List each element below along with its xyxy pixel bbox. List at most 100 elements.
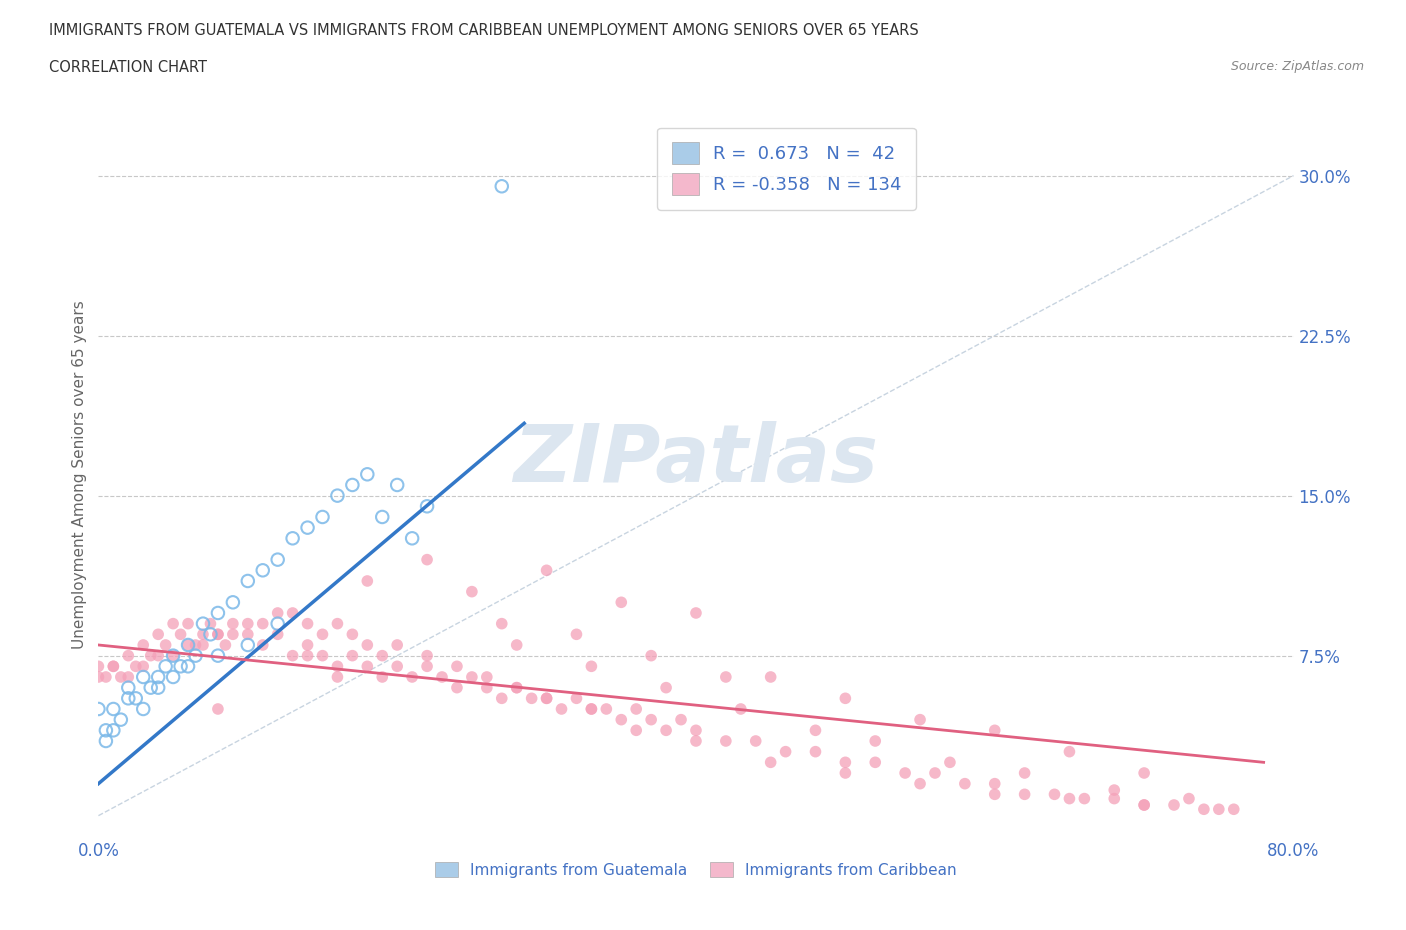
Point xyxy=(94,723,117,737)
Point xyxy=(207,605,229,620)
Point xyxy=(520,691,543,706)
Point xyxy=(759,670,782,684)
Point xyxy=(125,691,148,706)
Point xyxy=(416,658,439,673)
Point xyxy=(385,477,409,492)
Point xyxy=(834,755,856,770)
Point xyxy=(117,691,139,706)
Point xyxy=(1208,802,1230,817)
Point xyxy=(326,658,349,673)
Point xyxy=(385,658,409,673)
Point xyxy=(506,680,529,695)
Legend: Immigrants from Guatemala, Immigrants from Caribbean: Immigrants from Guatemala, Immigrants fr… xyxy=(429,856,963,884)
Point xyxy=(475,670,498,684)
Point xyxy=(207,701,229,716)
Point xyxy=(745,734,768,749)
Point xyxy=(491,617,513,631)
Point xyxy=(177,617,200,631)
Point xyxy=(87,658,110,673)
Point xyxy=(669,712,692,727)
Point xyxy=(326,488,349,503)
Point xyxy=(162,617,184,631)
Point xyxy=(117,670,139,684)
Point xyxy=(371,648,394,663)
Point xyxy=(1014,787,1036,802)
Point xyxy=(461,670,484,684)
Point xyxy=(267,605,290,620)
Point xyxy=(162,648,184,663)
Point xyxy=(401,531,423,546)
Point xyxy=(1073,791,1095,806)
Point xyxy=(924,765,946,780)
Point xyxy=(506,638,529,653)
Point xyxy=(714,670,737,684)
Point xyxy=(207,627,229,642)
Point xyxy=(655,723,678,737)
Point xyxy=(1178,791,1201,806)
Point xyxy=(506,680,529,695)
Y-axis label: Unemployment Among Seniors over 65 years: Unemployment Among Seniors over 65 years xyxy=(72,300,87,649)
Point xyxy=(297,638,319,653)
Point xyxy=(236,574,259,589)
Point xyxy=(581,701,603,716)
Point xyxy=(311,648,333,663)
Point xyxy=(297,520,319,535)
Point xyxy=(536,691,558,706)
Point xyxy=(894,765,917,780)
Point xyxy=(297,617,319,631)
Point xyxy=(1104,783,1126,798)
Point xyxy=(207,648,229,663)
Point xyxy=(491,691,513,706)
Point xyxy=(214,638,236,653)
Point xyxy=(326,670,349,684)
Point xyxy=(685,605,707,620)
Point xyxy=(356,658,378,673)
Point xyxy=(953,777,976,791)
Point xyxy=(148,680,170,695)
Point xyxy=(1059,791,1081,806)
Point xyxy=(640,712,662,727)
Point xyxy=(87,670,110,684)
Point xyxy=(595,701,617,716)
Point xyxy=(626,723,648,737)
Point xyxy=(371,670,394,684)
Point xyxy=(236,627,259,642)
Text: Source: ZipAtlas.com: Source: ZipAtlas.com xyxy=(1230,60,1364,73)
Point xyxy=(1043,787,1066,802)
Point xyxy=(984,723,1007,737)
Point xyxy=(1059,744,1081,759)
Point xyxy=(236,638,259,653)
Point xyxy=(139,648,162,663)
Point xyxy=(1163,798,1185,813)
Point xyxy=(169,658,191,673)
Text: ZIPatlas: ZIPatlas xyxy=(513,420,879,498)
Point xyxy=(281,531,304,546)
Point xyxy=(834,691,856,706)
Point xyxy=(685,734,707,749)
Point xyxy=(267,552,290,567)
Point xyxy=(446,680,468,695)
Point xyxy=(200,627,222,642)
Point xyxy=(94,734,117,749)
Point xyxy=(536,691,558,706)
Point xyxy=(865,734,887,749)
Point xyxy=(1133,765,1156,780)
Point xyxy=(139,680,162,695)
Point xyxy=(1133,798,1156,813)
Point xyxy=(222,617,245,631)
Point xyxy=(177,638,200,653)
Point xyxy=(804,723,827,737)
Point xyxy=(281,648,304,663)
Point xyxy=(184,648,207,663)
Point xyxy=(984,777,1007,791)
Point xyxy=(655,680,678,695)
Point xyxy=(1192,802,1215,817)
Point xyxy=(103,658,125,673)
Point xyxy=(685,723,707,737)
Point xyxy=(110,712,132,727)
Point xyxy=(132,670,155,684)
Point xyxy=(581,701,603,716)
Point xyxy=(342,477,364,492)
Point xyxy=(155,638,177,653)
Point xyxy=(1133,798,1156,813)
